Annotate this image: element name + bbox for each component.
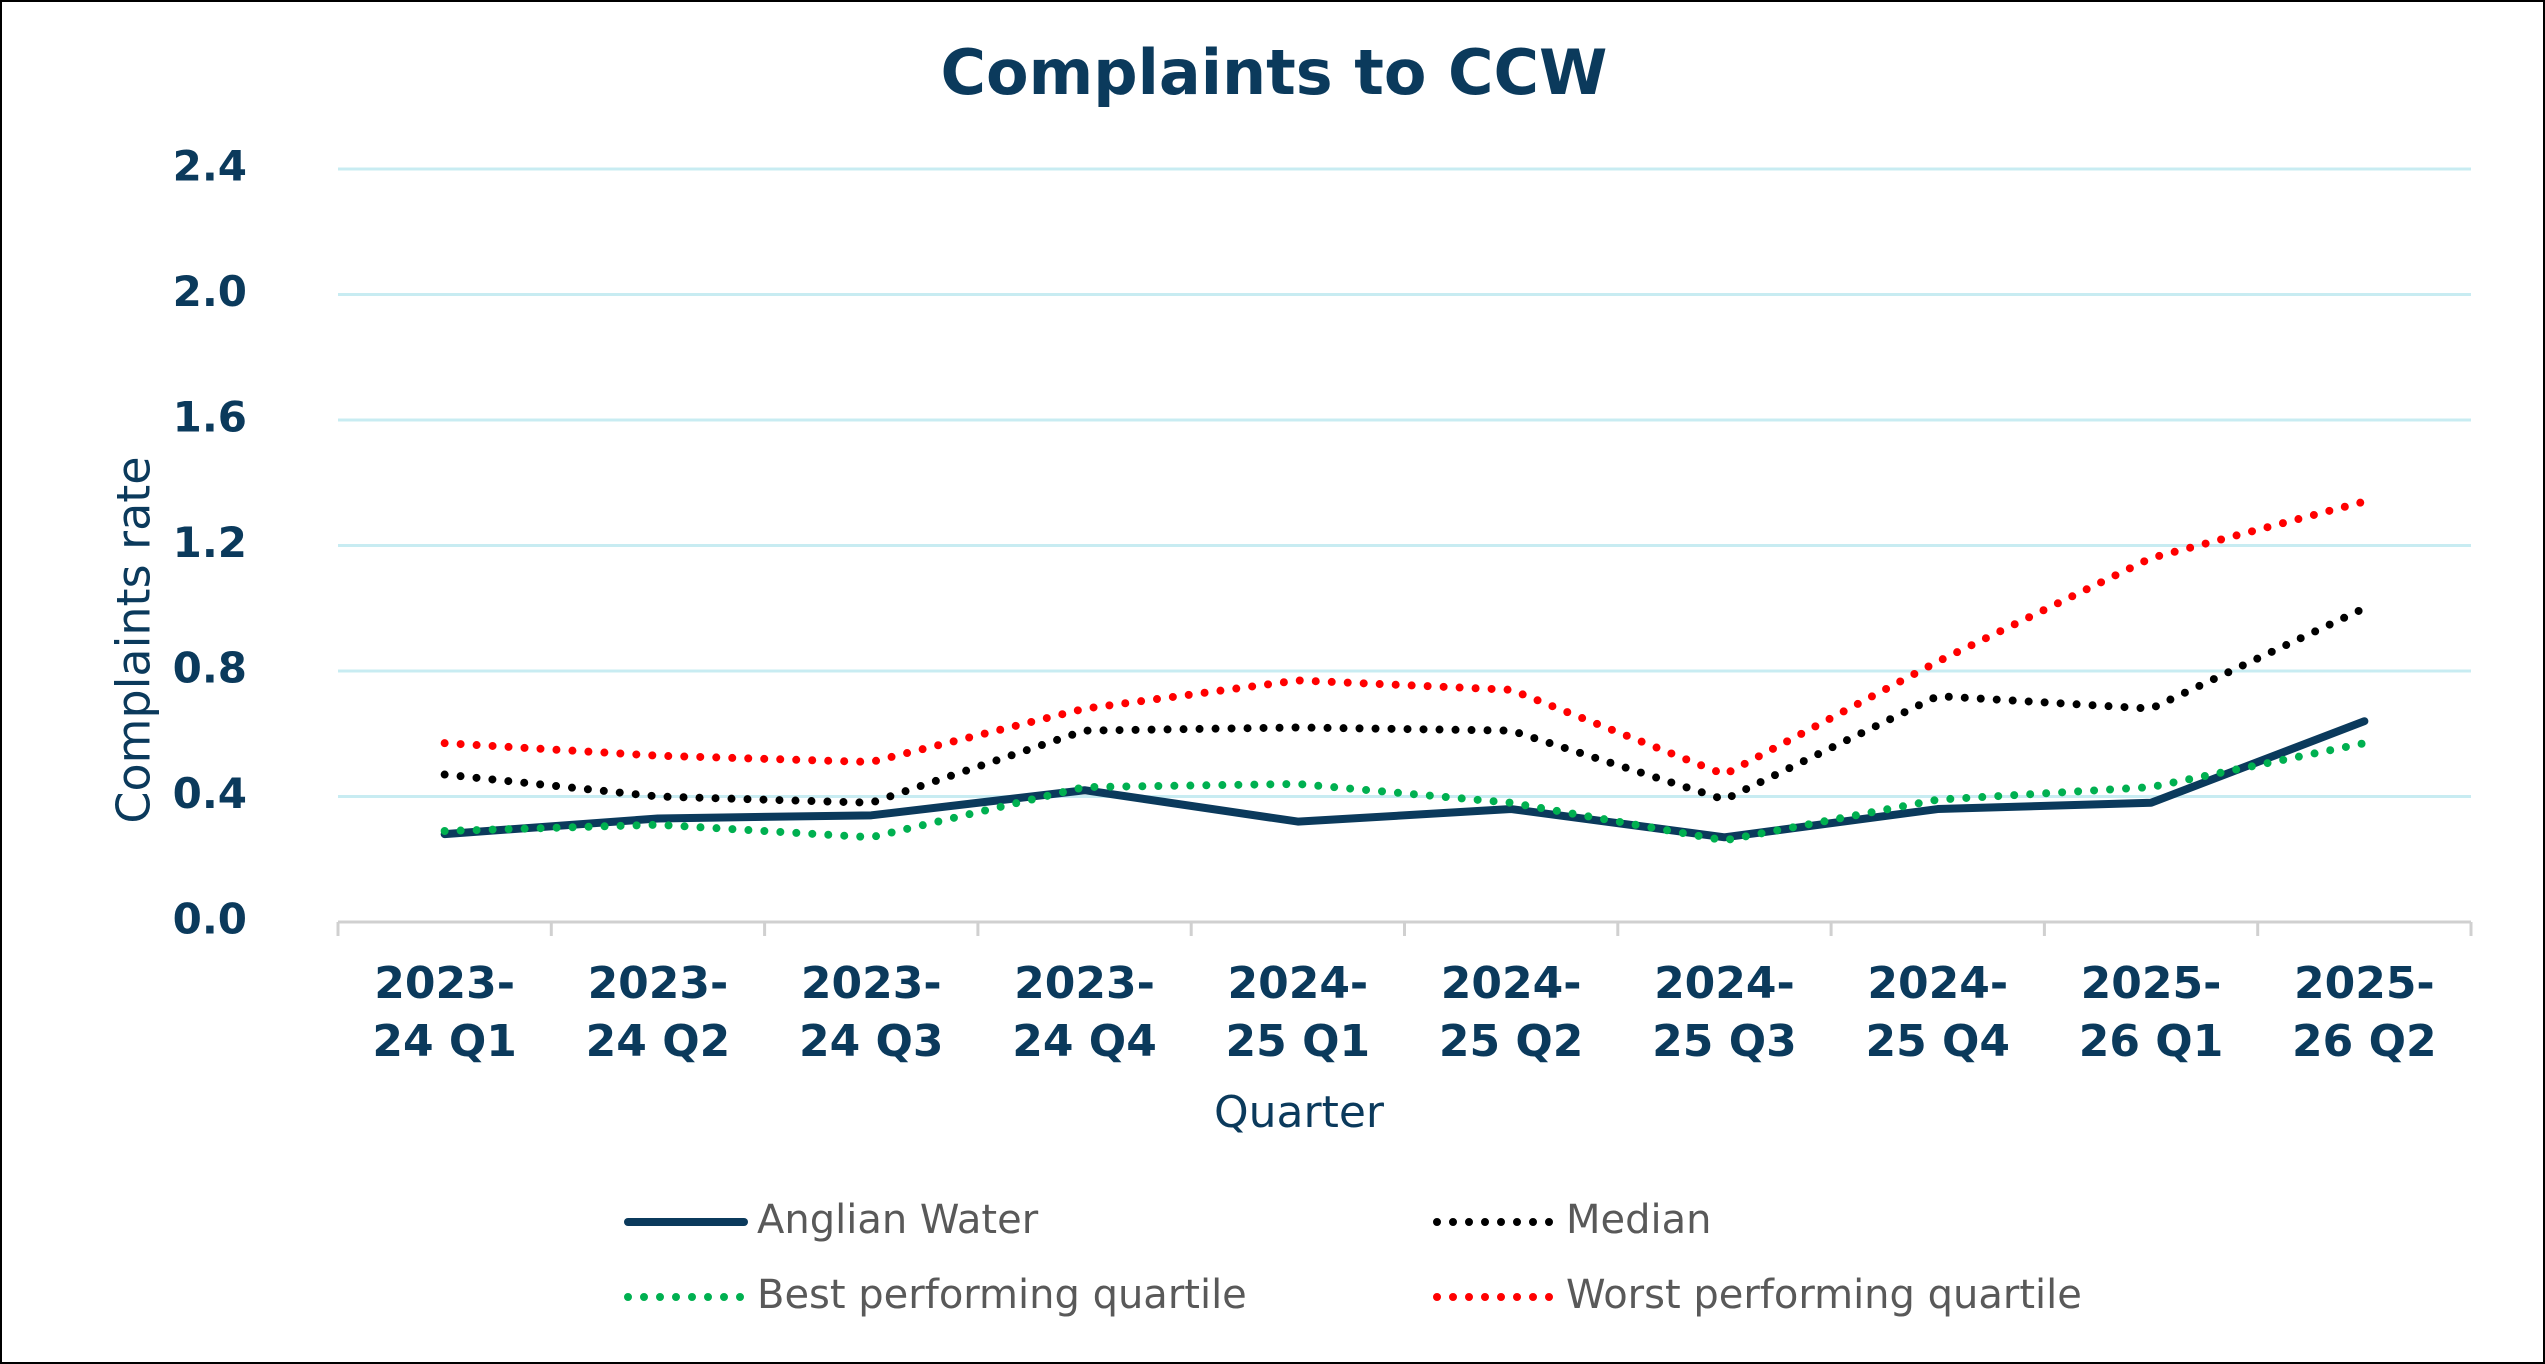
legend-label: Median [1566, 1197, 1712, 1243]
x-tick-label: 2025-26 Q1 [2078, 958, 2224, 1067]
y-tick-label: 1.6 [173, 393, 247, 442]
x-tick-label: 2024-25 Q2 [1438, 958, 1584, 1067]
x-tick-label: 2024-25 Q1 [1225, 958, 1371, 1067]
series-line [440, 604, 2369, 807]
legend-label: Anglian Water [757, 1197, 1039, 1243]
y-tick-label: 0.8 [173, 644, 247, 693]
y-tick-label: 0.4 [173, 769, 247, 818]
y-tick-label: 2.4 [173, 142, 247, 191]
legend-label: Best performing quartile [757, 1272, 1247, 1318]
y-tick-label: 1.2 [173, 518, 247, 567]
x-tick-label: 2023-24 Q2 [585, 958, 731, 1067]
x-tick-label: 2025-26 Q2 [2292, 958, 2437, 1067]
x-tick-label: 2023-24 Q4 [1012, 958, 1157, 1067]
y-axis-title: Complaints rate [107, 456, 161, 823]
series-line [440, 717, 2369, 842]
legend-label: Worst performing quartile [1566, 1272, 2082, 1318]
series-line [440, 739, 2369, 845]
x-tick-label: 2023-24 Q1 [372, 958, 517, 1067]
y-tick-label: 2.0 [173, 267, 247, 316]
series-line [440, 497, 2369, 779]
x-tick-label: 2024-25 Q3 [1652, 958, 1797, 1067]
x-tick-label: 2023-24 Q3 [798, 958, 944, 1067]
chart-title: Complaints to CCW [941, 36, 1608, 109]
y-tick-label: 0.0 [173, 895, 247, 944]
x-tick-label: 2024-25 Q4 [1865, 958, 2011, 1067]
x-axis-title: Quarter [1214, 1087, 1385, 1138]
